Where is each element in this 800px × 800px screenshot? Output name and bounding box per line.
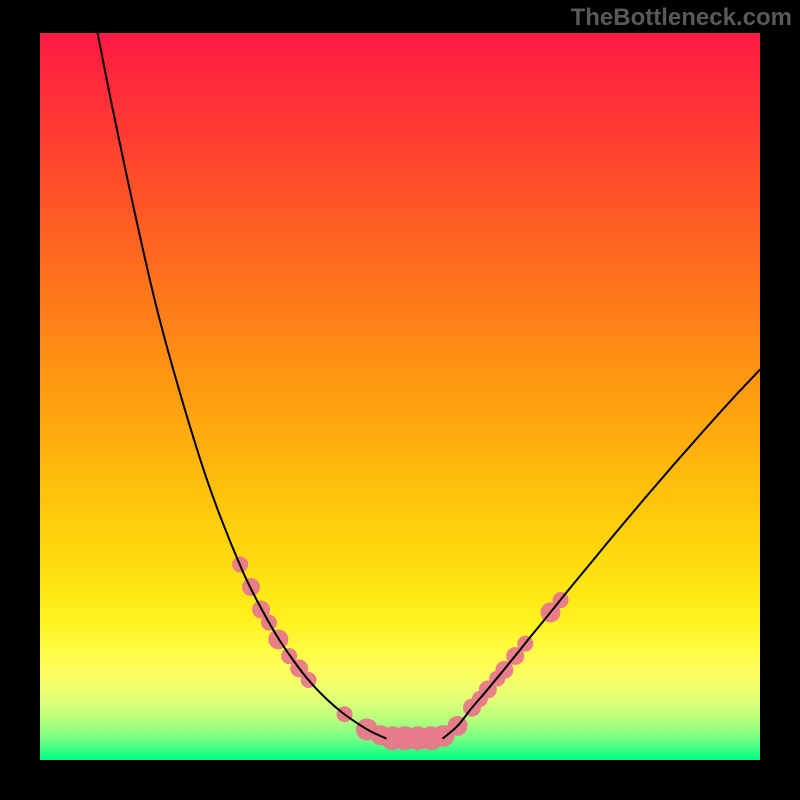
- figure-root: TheBottleneck.com: [0, 0, 800, 800]
- plot-svg: [40, 33, 760, 760]
- plot-area: [40, 33, 760, 760]
- gradient-background: [40, 33, 760, 760]
- watermark-text: TheBottleneck.com: [571, 4, 792, 32]
